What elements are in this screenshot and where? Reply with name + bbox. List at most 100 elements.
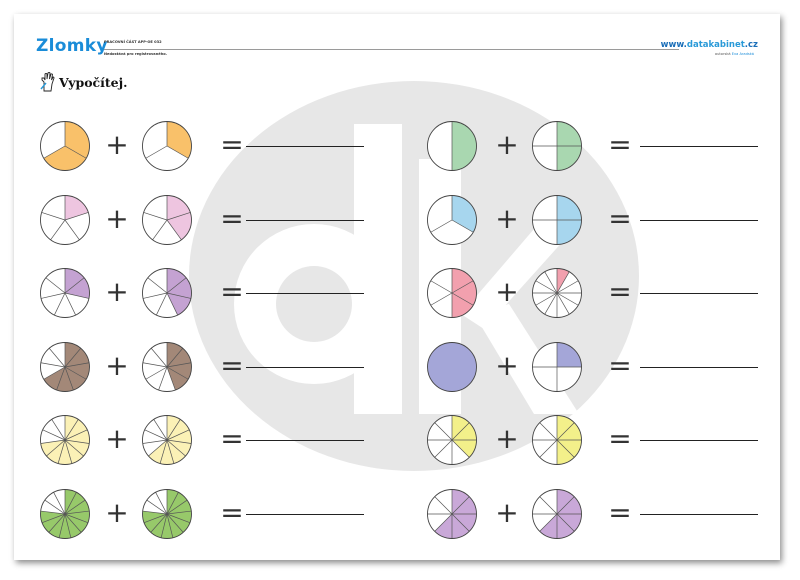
pie-divider — [451, 439, 470, 458]
website-brand: datakabinet — [686, 40, 745, 50]
pie-outline — [142, 268, 192, 318]
answer-line[interactable] — [246, 293, 364, 294]
fraction-pie-left — [40, 489, 90, 539]
plus-sign: + — [105, 349, 129, 382]
pie-filled-sector — [452, 195, 477, 233]
pie-filled-sector — [56, 367, 74, 392]
pie-filled-sector — [65, 342, 81, 367]
pie-filled-sector — [65, 195, 89, 220]
pie-filled-sector — [452, 514, 477, 532]
pie-divider — [152, 219, 168, 241]
hand-writing-icon — [40, 72, 55, 92]
fraction-pie-left — [40, 195, 90, 245]
pie-divider — [64, 348, 82, 368]
fraction-pie-right — [142, 121, 192, 171]
answer-line[interactable] — [640, 220, 758, 221]
author-credit: autorská Eva Aradská — [715, 52, 754, 56]
pie-divider — [48, 513, 66, 533]
pie-divider — [143, 212, 168, 221]
pie-filled-sector — [167, 429, 192, 444]
pie-filled-sector — [557, 489, 575, 514]
pie-divider — [142, 510, 168, 515]
plus-sign: + — [495, 422, 519, 455]
answer-line[interactable] — [640, 367, 758, 368]
pie-divider — [156, 292, 168, 316]
answer-line[interactable] — [640, 514, 758, 515]
pie-divider — [64, 499, 86, 515]
pie-filled-sector — [65, 348, 90, 367]
pie-filled-sector — [167, 212, 192, 240]
pie-divider — [556, 292, 570, 315]
answer-line[interactable] — [640, 293, 758, 294]
answer-line[interactable] — [246, 367, 364, 368]
pie-filled-sector — [167, 419, 190, 440]
pie-outline — [40, 415, 90, 465]
answer-line[interactable] — [246, 220, 364, 221]
pie-outline — [142, 489, 192, 539]
pie-divider — [45, 277, 66, 294]
website-suffix: .cz — [744, 40, 758, 50]
worksheet-page: Zlomky PRACOVNÍ ČÁST APP-OE 032 Nedostáv… — [14, 14, 780, 560]
pie-filled-sector — [142, 511, 167, 523]
pie-divider — [40, 362, 66, 368]
pie-divider — [451, 513, 470, 532]
pie-divider — [556, 513, 575, 532]
pie-filled-sector — [167, 500, 192, 514]
plus-sign: + — [495, 275, 519, 308]
pie-filled-sector — [167, 121, 192, 159]
answer-line[interactable] — [246, 146, 364, 147]
pie-divider — [166, 366, 176, 391]
pie-divider — [58, 513, 66, 538]
pie-filled-sector — [58, 440, 72, 465]
pie-divider — [434, 496, 453, 515]
pie-divider — [64, 439, 90, 444]
pie-divider — [556, 422, 575, 441]
pie-divider — [41, 292, 66, 299]
fraction-pie-left — [427, 195, 477, 245]
fraction-pie-right — [532, 489, 582, 539]
pie-filled-sector — [427, 342, 477, 392]
pie-outline — [532, 195, 582, 245]
pie-divider — [64, 366, 87, 380]
pie-outline — [40, 195, 90, 245]
pie-filled-sector — [48, 514, 65, 538]
pie-outline — [427, 195, 477, 245]
answer-line[interactable] — [640, 146, 758, 147]
pie-divider — [50, 219, 66, 241]
pie-filled-sector — [539, 514, 557, 539]
pie-filled-sector — [40, 511, 65, 523]
pie-divider — [64, 292, 89, 299]
pie-divider — [51, 419, 66, 441]
pie-filled-sector — [65, 277, 90, 299]
worksheet-note: Nedostává pro registrovaného. — [104, 52, 168, 56]
pie-outline — [427, 121, 477, 171]
pie-divider — [150, 348, 168, 368]
pie-divider — [64, 439, 73, 464]
pie-divider — [166, 513, 191, 524]
pie-filled-sector — [557, 268, 570, 293]
pie-divider — [166, 439, 192, 444]
pie-divider — [166, 439, 175, 464]
website-link[interactable]: www.datakabinet.cz — [661, 40, 758, 50]
pie-filled-sector — [167, 492, 188, 514]
pie-filled-sector — [434, 514, 452, 539]
fraction-pie-left — [40, 121, 90, 171]
pie-outline — [142, 195, 192, 245]
pie-filled-sector — [65, 419, 88, 440]
pie-divider — [556, 439, 575, 458]
pie-filled-sector — [65, 415, 79, 440]
fraction-pie-right — [142, 489, 192, 539]
pie-divider — [150, 513, 168, 533]
pie-divider — [64, 292, 76, 316]
answer-line[interactable] — [246, 440, 364, 441]
pie-divider — [166, 219, 182, 241]
answer-line[interactable] — [246, 514, 364, 515]
pie-divider — [166, 366, 189, 380]
fraction-pie-right — [532, 121, 582, 171]
pie-filled-sector — [452, 415, 470, 440]
worksheet-title: Zlomky — [36, 36, 108, 56]
answer-line[interactable] — [640, 440, 758, 441]
pie-divider — [41, 513, 66, 524]
pie-divider — [147, 277, 168, 294]
pie-outline — [532, 489, 582, 539]
